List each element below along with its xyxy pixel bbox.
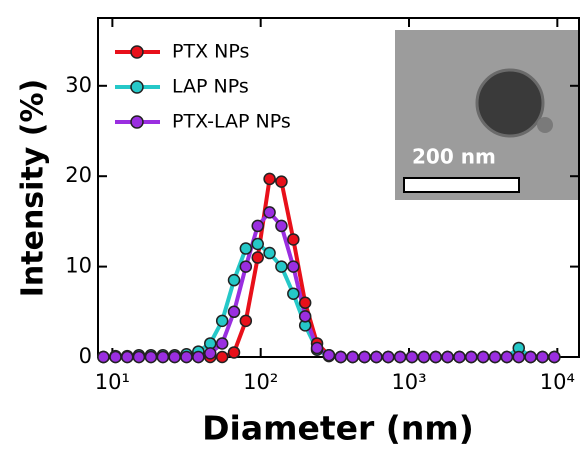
data-point — [346, 350, 359, 364]
data-point — [524, 350, 537, 364]
data-point — [263, 246, 276, 260]
data-point — [441, 350, 454, 364]
x-axis-label: Diameter (nm) — [202, 409, 474, 448]
particle — [537, 117, 553, 133]
y-axis-label: Intensity (%) — [16, 79, 51, 298]
legend-label: PTX NPs — [172, 41, 249, 63]
data-point — [287, 233, 300, 246]
data-point — [453, 350, 466, 364]
data-point — [358, 350, 371, 364]
data-point — [298, 296, 312, 310]
data-point — [405, 350, 419, 364]
data-point — [298, 310, 312, 323]
data-point — [512, 350, 526, 364]
x-tick-label: 10² — [243, 370, 278, 394]
data-point — [417, 350, 431, 364]
series-line — [103, 209, 555, 359]
data-point — [156, 350, 170, 364]
data-point — [215, 350, 229, 364]
legend-marker — [130, 80, 144, 94]
data-point — [500, 350, 514, 364]
data-point — [180, 350, 193, 364]
x-tick-label: 10⁴ — [540, 370, 575, 394]
data-point — [287, 287, 300, 300]
legend-marker — [130, 115, 144, 129]
y-tick-label: 10 — [65, 254, 92, 278]
data-point — [239, 260, 253, 273]
legend-marker — [130, 45, 144, 59]
tem-inset: 200 nm — [395, 30, 579, 200]
data-point — [251, 219, 264, 233]
data-point — [251, 237, 264, 251]
data-point — [215, 314, 229, 328]
data-point — [227, 346, 241, 359]
data-point — [429, 350, 442, 364]
x-tick-label: 10¹ — [95, 370, 130, 394]
data-point — [192, 350, 205, 364]
data-point — [168, 350, 181, 364]
y-tick-label: 20 — [65, 163, 92, 187]
data-point — [275, 175, 288, 188]
data-point — [322, 348, 336, 362]
data-point — [215, 337, 229, 350]
data-point — [239, 314, 253, 328]
legend-label: LAP NPs — [172, 76, 249, 98]
data-point — [476, 350, 490, 364]
data-point — [227, 305, 241, 319]
data-point — [263, 172, 276, 186]
data-point — [204, 347, 217, 360]
data-point — [548, 350, 561, 364]
scale-bar — [403, 177, 520, 193]
particle — [475, 68, 545, 138]
data-point — [465, 350, 478, 364]
data-point — [488, 350, 502, 364]
data-point — [144, 350, 158, 364]
y-tick-label: 30 — [65, 73, 92, 97]
x-tick-label: 10³ — [391, 370, 426, 394]
data-point — [227, 273, 241, 287]
data-point — [287, 260, 300, 273]
data-point — [263, 206, 276, 219]
data-point — [334, 350, 348, 364]
data-point — [97, 350, 110, 364]
y-tick-label: 0 — [79, 344, 92, 368]
data-point — [239, 242, 253, 255]
data-point — [275, 260, 288, 273]
data-point — [275, 219, 288, 233]
scale-label: 200 nm — [412, 145, 496, 169]
data-point — [381, 350, 395, 364]
series-line — [103, 176, 555, 359]
data-point — [251, 251, 264, 264]
data-point — [370, 350, 383, 364]
series-line — [103, 241, 555, 359]
data-point — [109, 350, 122, 364]
data-point — [536, 350, 549, 364]
data-point — [132, 350, 146, 364]
data-point — [393, 350, 407, 364]
data-point — [121, 350, 134, 364]
data-point — [310, 341, 324, 355]
legend-label: PTX-LAP NPs — [172, 111, 291, 133]
